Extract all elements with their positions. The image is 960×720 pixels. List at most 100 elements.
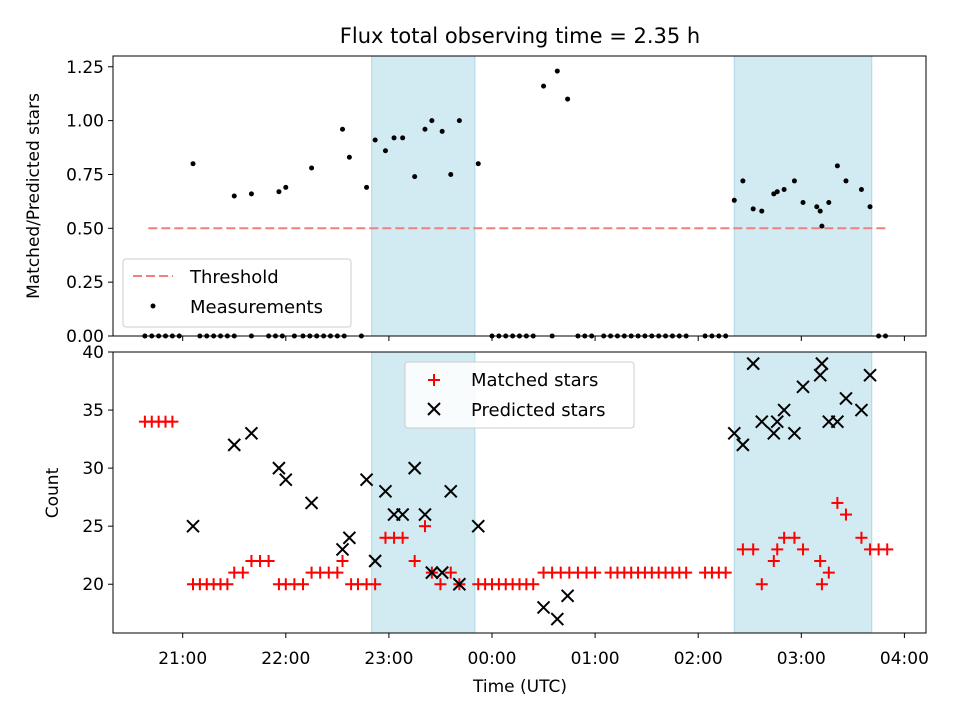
measurement-point [565, 96, 571, 102]
measurement-point [382, 148, 388, 154]
matched-point [822, 566, 835, 579]
chart-title: Flux total observing time = 2.35 h [340, 24, 700, 48]
predicted-point [863, 368, 877, 382]
predicted-point [452, 577, 467, 591]
matched-point [262, 555, 275, 568]
predicted-point [755, 414, 769, 429]
x-tick-label: 22:00 [261, 649, 310, 669]
predicted-point [244, 426, 259, 440]
measurement-point [791, 178, 797, 184]
y-tick-label: 30 [82, 459, 104, 479]
measurement-point [781, 187, 787, 193]
predicted-point [425, 565, 439, 580]
predicted-point [727, 426, 741, 440]
count-panel-frame [112, 351, 927, 634]
count-panel-plot-area [138, 356, 894, 626]
y-tick-label: 25 [82, 517, 104, 537]
y-tick-label: 0.75 [66, 165, 104, 185]
predicted-point [815, 356, 829, 371]
matched-point [855, 531, 868, 544]
measurement-point [364, 184, 370, 190]
matched-point [418, 520, 431, 533]
measurement-point [774, 189, 780, 195]
y-tick-label: 1.00 [66, 112, 104, 132]
measurement-point [759, 208, 765, 214]
x-tick-label: 04:00 [880, 649, 929, 669]
predicted-point [471, 519, 485, 533]
predicted-point [839, 391, 853, 406]
matched-point [736, 543, 749, 556]
measurement-point [740, 178, 746, 184]
predicted-point [407, 461, 422, 475]
count-panel-legend: Matched stars Predicted stars [404, 361, 635, 429]
measurement-point [867, 204, 873, 210]
matched-point [331, 566, 344, 579]
ratio-panel-ticks: 0.00 0.25 0.50 0.75 1.00 1.25 [66, 58, 905, 347]
measurement-point [448, 171, 454, 177]
measurement-point [475, 161, 481, 167]
measurement-point [858, 187, 864, 193]
matched-legend-swatch [428, 374, 440, 386]
predicted-point [746, 356, 760, 371]
y-tick-label: 1.25 [66, 58, 104, 78]
predicted-point [444, 484, 458, 499]
predicted-point [304, 496, 319, 510]
matched-point [767, 555, 780, 568]
matched-point [815, 578, 828, 591]
y-tick-label: 20 [82, 575, 104, 595]
matched-point [771, 543, 784, 556]
measurement-point [391, 135, 397, 141]
shaded-interval-0 [371, 55, 476, 337]
x-tick-label: 21:00 [158, 649, 207, 669]
matched-point [221, 578, 234, 591]
matched-point [680, 566, 693, 579]
measurement-point [814, 204, 820, 210]
predicted-point [770, 414, 784, 429]
measurements-legend-swatch [150, 303, 156, 309]
predicted-point [435, 565, 449, 580]
matched-point [369, 578, 382, 591]
matched-point [408, 555, 421, 568]
measurement-point [554, 68, 560, 74]
matched-point [236, 566, 249, 579]
shaded-interval-1 [733, 351, 873, 634]
measurement-point [750, 206, 756, 212]
measurement-point [309, 165, 315, 171]
x-axis-label: Time (UTC) [472, 677, 567, 697]
predicted-point [368, 554, 382, 568]
matched-point [797, 543, 810, 556]
predicted-point [854, 403, 869, 417]
matched-point [444, 566, 457, 579]
matched-point [755, 578, 768, 591]
predicted-point [418, 507, 432, 522]
x-tick-label: 23:00 [364, 649, 413, 669]
x-axis-ticks: 21:00 22:00 23:00 00:00 01:00 02:00 03:00 04:00 [158, 649, 929, 669]
count-legend-box [404, 361, 635, 429]
matched-point [396, 531, 409, 544]
matched-point [831, 496, 844, 509]
predicted-point [830, 414, 845, 429]
predicted-point [378, 484, 393, 499]
measurement-point [429, 118, 435, 124]
measurement-point [248, 191, 254, 197]
ratio-panel-legend: Threshold Measurements [122, 258, 352, 328]
matched-point [166, 415, 179, 428]
measurement-point [340, 126, 346, 132]
x-tick-label: 02:00 [674, 649, 723, 669]
shaded-interval-1 [733, 55, 873, 337]
count-panel-y-axis-label: Count [43, 467, 63, 518]
predicted-legend-label: Predicted stars [471, 400, 605, 421]
measurement-point [456, 118, 462, 124]
predicted-point [335, 542, 350, 557]
measurement-point [439, 128, 445, 134]
predicted-point [777, 403, 791, 417]
matched-point [778, 531, 791, 544]
matched-point [336, 555, 349, 568]
predicted-point [342, 531, 357, 545]
ratio-legend-box [122, 258, 352, 328]
matched-point [527, 578, 540, 591]
ratio-panel: 0.00 0.25 0.50 0.75 1.00 1.25 Matched/Predict… [24, 55, 927, 347]
matched-point [434, 578, 447, 591]
matched-point [881, 543, 894, 556]
